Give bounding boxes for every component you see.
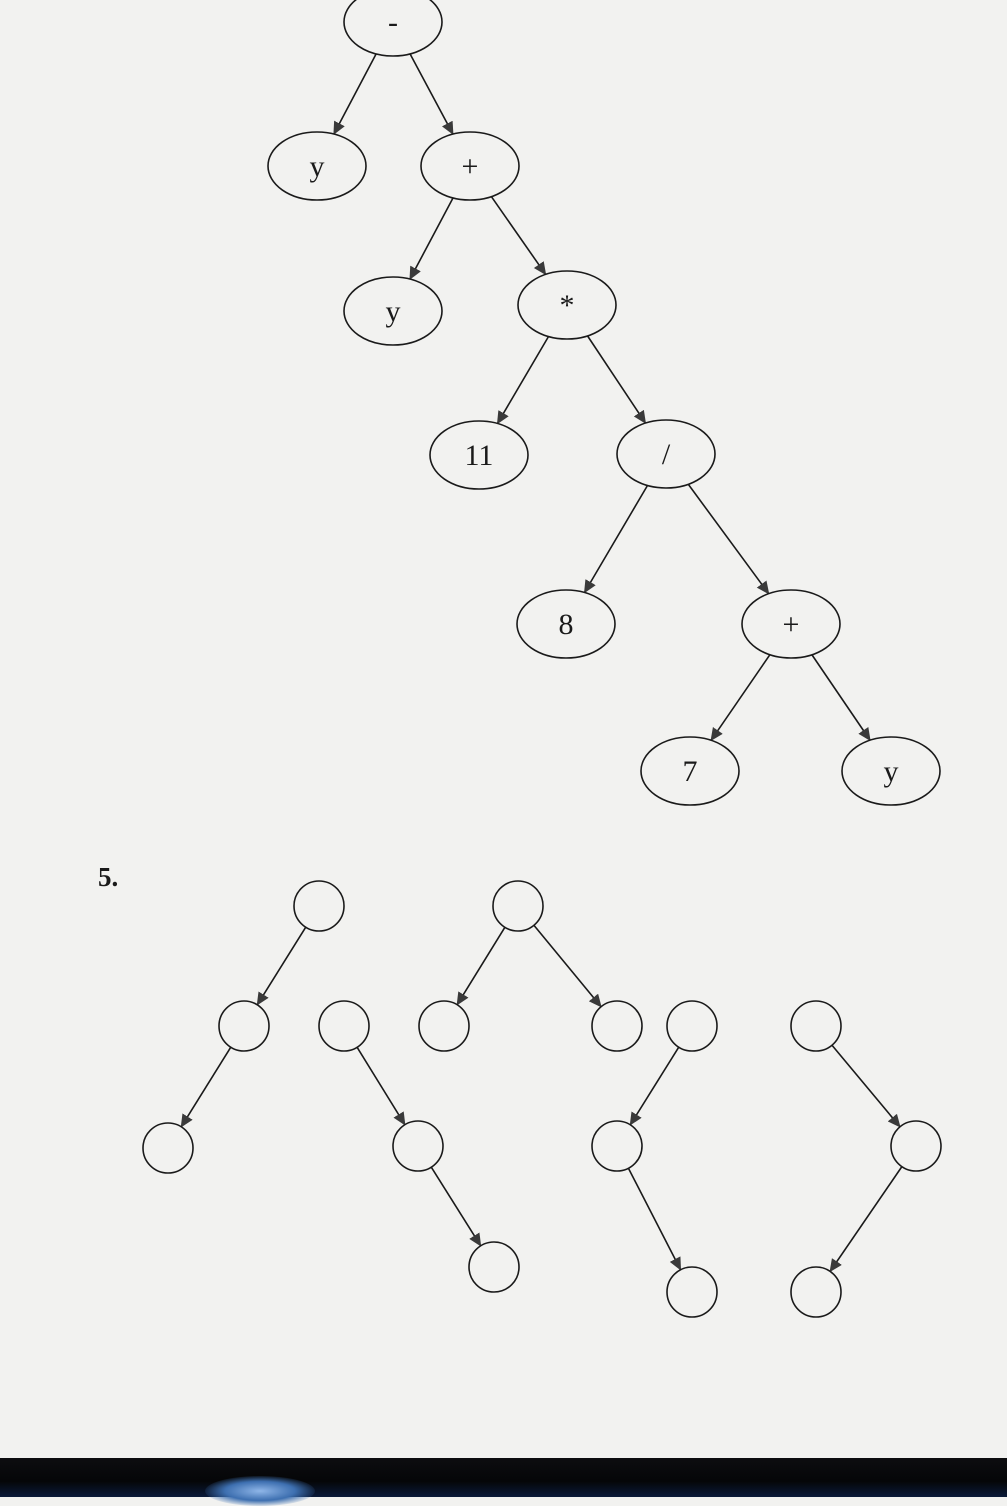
node-ellipse [343,0,443,57]
scan-edge-shadow [0,1458,1007,1497]
problem5-tree-arrow [256,926,307,1006]
expression-tree-node: y [343,276,443,346]
problem5-tree-nodes [142,880,942,1318]
node-ellipse [640,736,740,806]
problem5-tree-node [418,1000,470,1052]
problem5-tree-node [318,1000,370,1052]
node-ellipse [267,131,367,201]
expression-tree-arrow [333,53,377,135]
problem5-tree-node [666,1000,718,1052]
expression-tree-node: 7 [640,736,740,806]
problem5-tree-node [666,1266,718,1318]
scan-light-glare [205,1476,315,1506]
expression-tree-arrow [583,485,649,594]
problem5-tree-node [790,1000,842,1052]
problem5-tree-arrow [627,1167,682,1271]
problem5-tree-node [591,1000,643,1052]
expression-tree-node: 8 [516,589,616,659]
problem5-tree-node [890,1120,942,1172]
expression-tree-node: 11 [429,420,529,490]
problem5-tree-node [392,1120,444,1172]
problem5-tree-node [142,1122,194,1174]
node-ellipse [343,276,443,346]
problem5-tree-arrow [533,924,602,1008]
expression-tree-arrow [490,196,547,276]
expression-tree-arrow [409,197,454,280]
problem5-tree-arrow [456,926,506,1006]
expression-tree-node: + [741,589,841,659]
node-ellipse [420,131,520,201]
expression-tree-arrow [496,336,550,425]
node-label: 8 [559,608,574,641]
node-label: * [560,289,575,322]
node-label: y [310,150,325,183]
expression-tree-arrow [409,53,454,136]
expression-tree-node: / [616,419,716,489]
problem5-tree-edges [180,924,903,1273]
node-label: 11 [465,439,494,472]
node-ellipse [741,589,841,659]
expression-tree-node: - [343,0,443,57]
node-ellipse [516,589,616,659]
problem5-tree-node [468,1241,520,1293]
expression-tree-arrow [811,654,871,742]
problem5-tree-arrow [629,1046,680,1126]
expression-tree-edges [333,53,871,742]
node-label: - [388,6,398,39]
expression-tree-node: + [420,131,520,201]
problem5-tree-arrow [829,1166,903,1273]
problem5-tree-arrow [430,1166,482,1247]
problem5-tree-node [591,1120,643,1172]
problem5-tree-node [492,880,544,932]
node-label: / [662,438,671,471]
node-label: y [884,755,899,788]
problem-number: 5. [98,862,119,892]
expression-tree-arrow [687,483,770,595]
expression-tree-nodes: - y + y * 11 / 8 +7 y [267,0,941,806]
node-ellipse [517,270,617,340]
problem5-tree-node [218,1000,270,1052]
expression-tree-node: y [841,736,941,806]
node-ellipse [841,736,941,806]
problem5-tree-arrow [180,1046,232,1128]
expression-tree-node: * [517,270,617,340]
problem5-tree-arrow [356,1046,406,1126]
problem5-tree-node [790,1266,842,1318]
node-label: y [386,295,401,328]
node-label: 7 [683,755,698,788]
expression-tree-arrow [586,335,647,424]
problem5-tree-arrow [831,1044,901,1128]
expression-tree-node: y [267,131,367,201]
node-ellipse [616,419,716,489]
expression-tree-arrow [710,654,771,742]
problem5-tree-node [293,880,345,932]
node-ellipse [429,420,529,490]
node-label: + [462,150,479,183]
node-label: + [783,608,800,641]
